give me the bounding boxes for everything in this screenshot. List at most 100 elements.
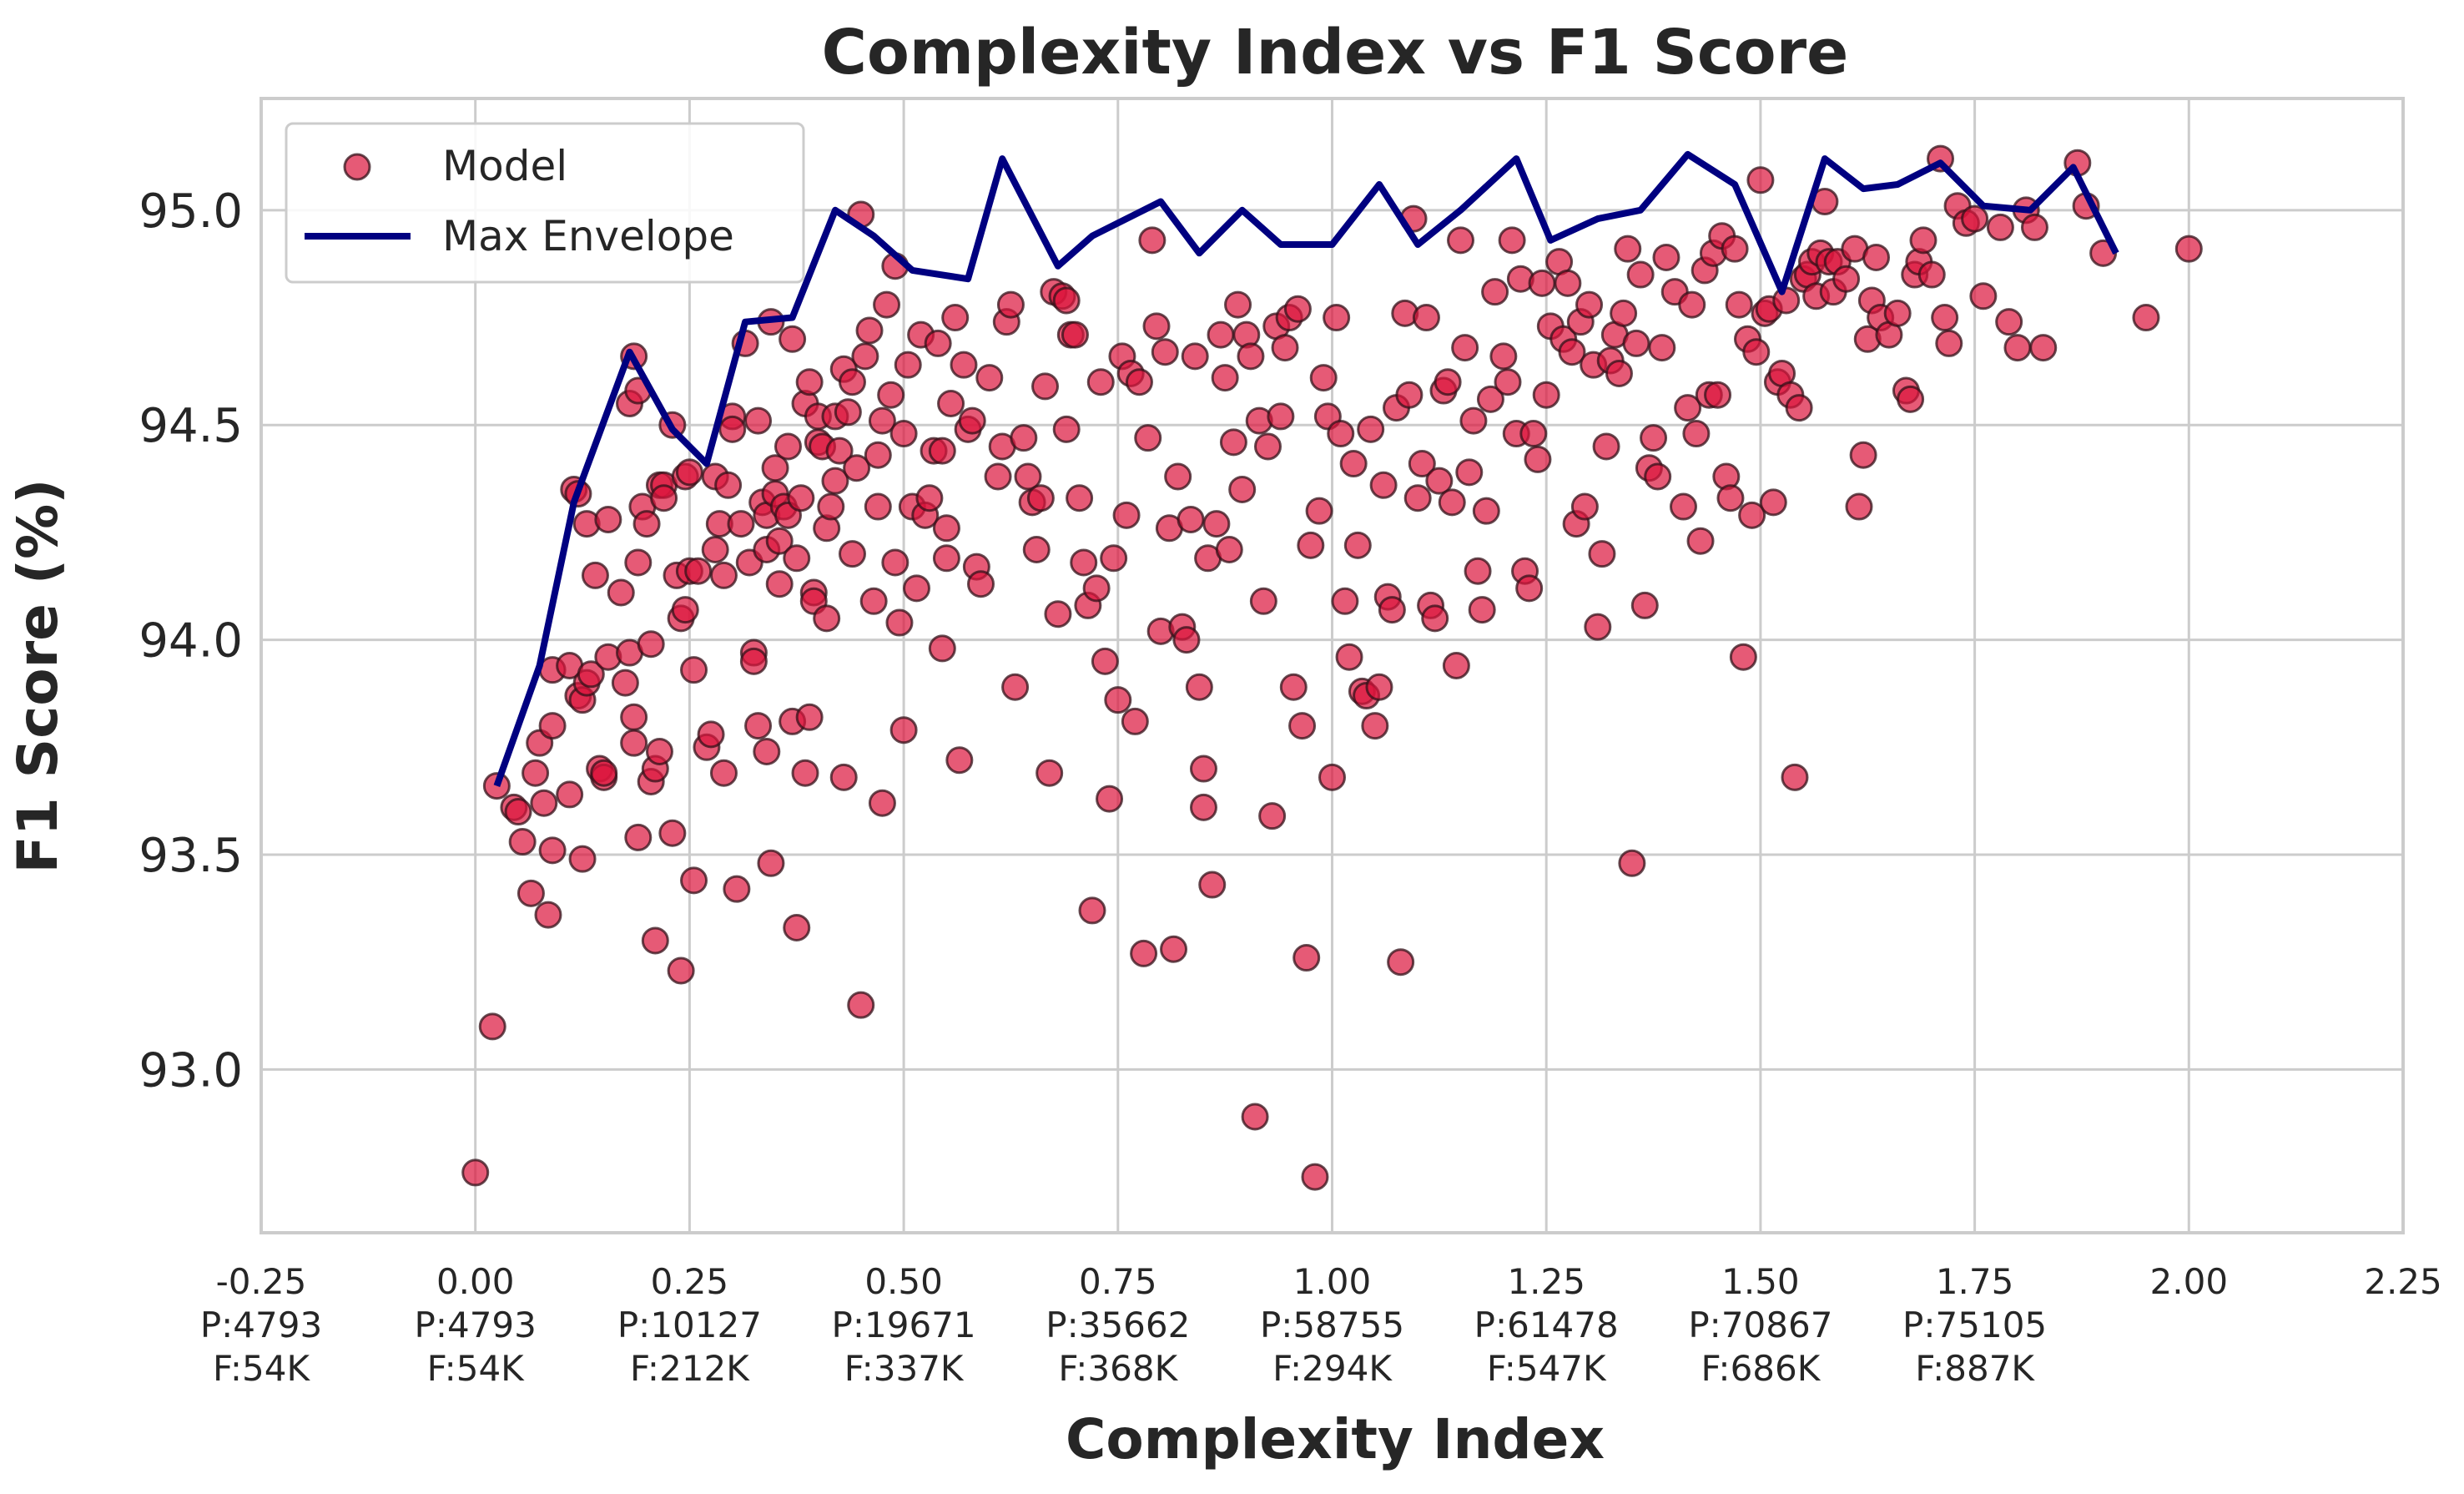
model-point	[1189, 793, 1217, 821]
model-point	[825, 437, 854, 465]
x-tick-label-line: F:54K	[427, 1348, 525, 1389]
model-point	[1267, 402, 1295, 431]
model-point	[671, 596, 699, 624]
x-tick-label-line: 1.50	[1721, 1261, 1800, 1302]
model-point	[739, 647, 768, 675]
model-point	[1207, 321, 1235, 349]
model-point	[1986, 213, 2014, 241]
model-point	[709, 759, 738, 787]
model-point	[1091, 647, 1119, 675]
model-point	[1682, 420, 1711, 448]
model-point	[581, 561, 609, 589]
model-point	[1481, 278, 1509, 306]
model-point	[1455, 458, 1484, 487]
x-tick-label-line: F:294K	[1272, 1348, 1393, 1389]
model-point	[1369, 471, 1398, 499]
model-point	[675, 458, 703, 487]
model-point	[1241, 1103, 1269, 1131]
model-point	[1447, 226, 1475, 255]
model-point	[864, 441, 892, 469]
model-point	[1164, 462, 1192, 491]
model-point	[1309, 364, 1338, 392]
model-point	[1931, 304, 1959, 332]
plot-frame	[260, 97, 2405, 1234]
model-point	[718, 415, 747, 443]
x-tick-label-line: P:70867	[1688, 1305, 1832, 1345]
model-point	[1459, 406, 1488, 435]
model-point	[1181, 342, 1209, 371]
model-point	[1327, 420, 1355, 448]
model-point	[2003, 334, 2032, 362]
model-point	[1134, 424, 1162, 452]
model-point	[1297, 531, 1325, 559]
model-point	[1224, 290, 1252, 319]
model-point	[829, 763, 858, 791]
model-point	[1605, 359, 1633, 387]
model-point	[1305, 497, 1333, 525]
model-point	[753, 737, 781, 765]
model-point	[1468, 596, 1496, 624]
x-tick-label: 1.00 P:58755 F:294K	[1260, 1261, 1404, 1389]
model-point	[1630, 591, 1659, 619]
model-point	[1678, 290, 1706, 319]
model-point	[1524, 445, 1552, 473]
model-point	[1219, 428, 1247, 457]
model-point	[941, 304, 970, 332]
x-tick-label-line: 2.25	[2364, 1261, 2442, 1302]
model-point	[1249, 587, 1277, 615]
model-point	[1061, 321, 1089, 349]
model-point	[1622, 329, 1650, 357]
model-point	[903, 574, 931, 603]
model-point	[1652, 243, 1680, 271]
model-point	[1644, 462, 1672, 491]
model-point	[928, 634, 956, 663]
x-tick-label: 0.00 P:4793 F:54K	[415, 1261, 537, 1389]
legend: Model Max Envelope	[285, 122, 805, 284]
model-point	[795, 703, 824, 731]
model-point	[637, 630, 665, 659]
model-point	[1519, 420, 1548, 448]
model-point	[1610, 299, 1638, 327]
model-point	[1451, 334, 1479, 362]
x-tick-label: 0.50 P:19671 F:337K	[832, 1261, 976, 1389]
model-point	[1022, 536, 1051, 564]
model-point	[1323, 304, 1351, 332]
model-point	[1211, 364, 1239, 392]
model-point	[1258, 802, 1287, 830]
model-point	[1669, 492, 1697, 521]
x-tick-label-line: P:4793	[415, 1305, 537, 1345]
model-point	[1271, 334, 1299, 362]
model-point	[873, 290, 901, 319]
x-tick-label-line: F:337K	[844, 1348, 965, 1389]
model-point	[928, 437, 956, 465]
model-point	[1472, 497, 1500, 525]
model-point	[1339, 450, 1368, 478]
model-point	[1096, 785, 1124, 813]
model-point	[984, 462, 1012, 491]
legend-envelope-label: Max Envelope	[442, 212, 734, 260]
model-point	[1292, 944, 1321, 972]
model-point	[1070, 548, 1098, 577]
model-point	[1010, 424, 1038, 452]
model-point	[787, 484, 815, 512]
model-point	[889, 716, 918, 744]
x-tick-label: 0.25 P:10127 F:212K	[617, 1261, 762, 1389]
model-point	[1897, 385, 1925, 413]
model-point	[577, 660, 605, 689]
model-point	[773, 432, 802, 461]
model-point	[783, 914, 811, 942]
model-point	[645, 737, 673, 765]
model-point	[1995, 308, 2023, 336]
model-point	[1331, 587, 1359, 615]
model-point	[1494, 368, 1522, 396]
model-point	[1438, 488, 1466, 517]
model-point	[1031, 372, 1060, 401]
model-point	[2029, 334, 2058, 362]
model-point	[757, 849, 785, 877]
x-tick-label: 1.25 P:61478 F:547K	[1474, 1261, 1619, 1389]
model-point	[1883, 299, 1912, 327]
model-point	[1177, 505, 1205, 533]
model-point	[1185, 673, 1213, 701]
y-tick-label: 93.5	[139, 829, 243, 883]
